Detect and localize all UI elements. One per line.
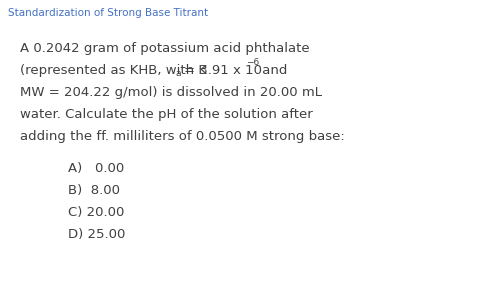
Text: = 3.91 x 10: = 3.91 x 10 [184,64,262,77]
Text: (represented as KHB, with K: (represented as KHB, with K [20,64,207,77]
Text: D) 25.00: D) 25.00 [68,228,125,241]
Text: C) 20.00: C) 20.00 [68,206,124,219]
Text: A)   0.00: A) 0.00 [68,162,124,175]
Text: a: a [176,69,182,78]
Text: −6: −6 [246,58,259,67]
Text: B)  8.00: B) 8.00 [68,184,120,197]
Text: adding the ff. milliliters of 0.0500 M strong base:: adding the ff. milliliters of 0.0500 M s… [20,130,345,143]
Text: water. Calculate the pH of the solution after: water. Calculate the pH of the solution … [20,108,313,121]
Text: MW = 204.22 g/mol) is dissolved in 20.00 mL: MW = 204.22 g/mol) is dissolved in 20.00… [20,86,322,99]
Text: A 0.2042 gram of potassium acid phthalate: A 0.2042 gram of potassium acid phthalat… [20,42,310,55]
Text: and: and [258,64,287,77]
Text: Standardization of Strong Base Titrant: Standardization of Strong Base Titrant [8,8,208,18]
